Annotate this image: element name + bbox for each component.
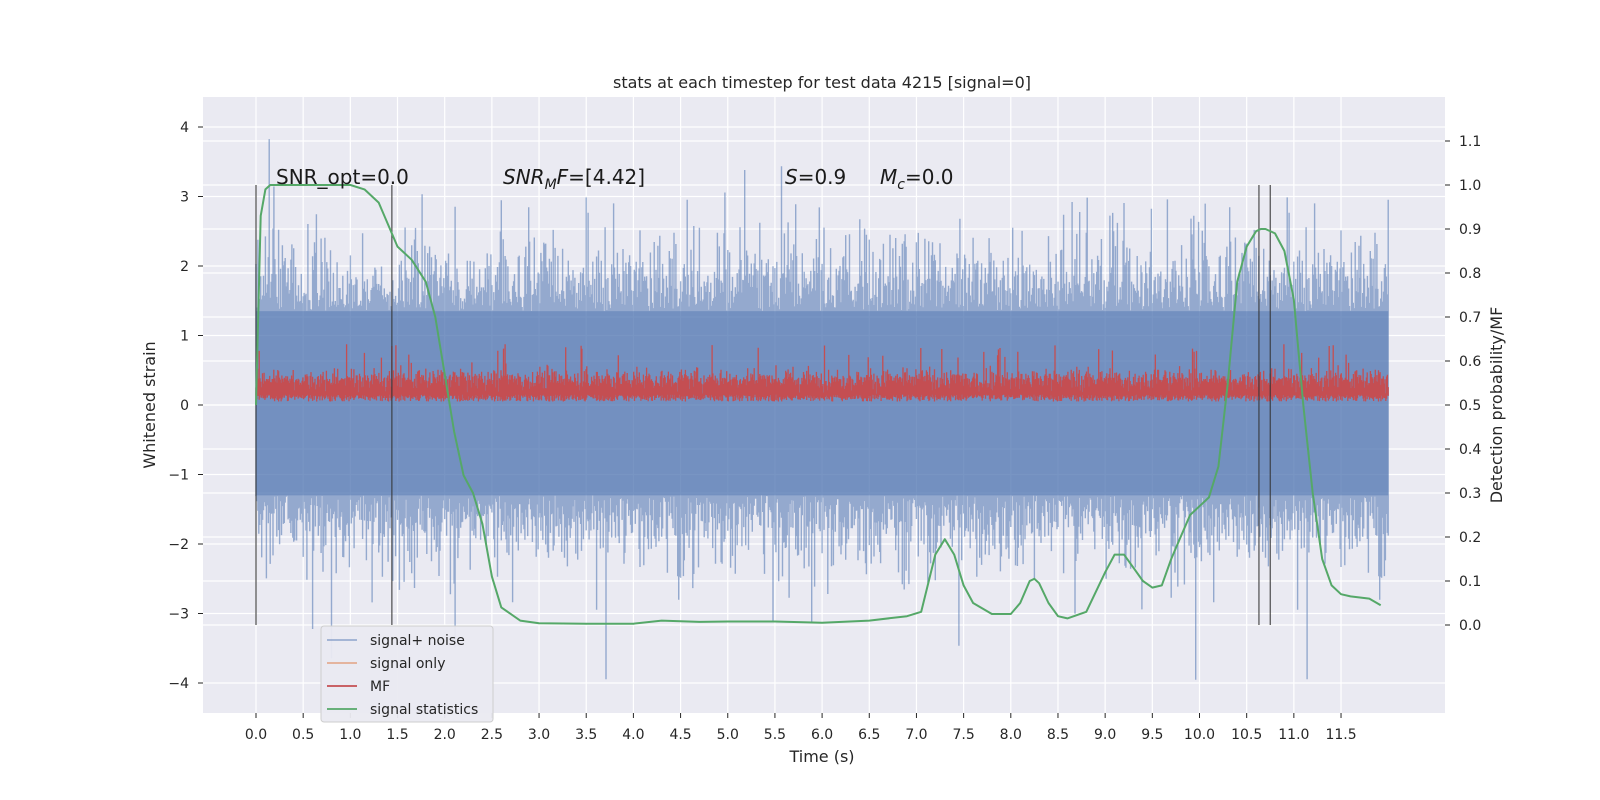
y-right-tick-label: 0.3: [1459, 486, 1481, 502]
annotation-snr-mf-base: SNR: [503, 165, 545, 189]
y-tick-label: −1: [168, 468, 189, 484]
x-tick-label: 11.5: [1325, 727, 1356, 743]
x-tick-label: 0.5: [292, 727, 314, 743]
x-tick-label: 0.0: [245, 727, 267, 743]
y-right-tick-label: 0.8: [1459, 266, 1481, 282]
x-tick-label: 9.0: [1094, 727, 1116, 743]
y-right-tick-label: 1.0: [1459, 178, 1481, 194]
annotation-s-base: S: [785, 165, 798, 189]
x-tick-label: 9.5: [1141, 727, 1163, 743]
signal-noise-core: [256, 311, 1389, 496]
legend-box: [320, 625, 494, 723]
y-axis-title: Whitened strain: [140, 341, 159, 468]
annotation-snr-mf-rest-f: F: [557, 165, 569, 189]
annotation-snr-mf: SNRMF=[4.42]: [503, 165, 645, 193]
annotation-mc-sub: c: [897, 177, 905, 193]
legend-label-signal-statistics: signal statistics: [370, 702, 478, 718]
x-tick-label: 10.5: [1231, 727, 1262, 743]
x-tick-label: 4.5: [669, 727, 691, 743]
y-tick-label: −4: [168, 676, 189, 692]
y-right-tick-label: 1.1: [1459, 134, 1481, 150]
legend: signal+ noise signal only MF signal stat…: [320, 625, 494, 723]
x-tick-label: 6.5: [858, 727, 880, 743]
legend-label-signal-only: signal only: [370, 656, 445, 672]
x-tick-label: 7.5: [952, 727, 974, 743]
x-tick-label: 3.0: [528, 727, 550, 743]
y-right-tick-label: 0.0: [1459, 618, 1481, 634]
y-right-tick-label: 0.7: [1459, 310, 1481, 326]
x-tick-label: 8.5: [1047, 727, 1069, 743]
x-tick-label: 3.5: [575, 727, 597, 743]
x-tick-label: 4.0: [622, 727, 644, 743]
annotations: SNR_opt=0.0 SNRMF=[4.42] S=0.9 Mc=0.0: [276, 165, 954, 193]
y-tick-label: 2: [180, 259, 189, 275]
y-right-tick-label: 0.1: [1459, 574, 1481, 590]
y-right-axis-title: Detection probability/MF: [1487, 307, 1506, 504]
x-tick-label: 5.0: [717, 727, 739, 743]
signal-statistics-series: [255, 184, 1382, 625]
annotation-snr-mf-sub: M: [545, 177, 557, 193]
chart-title: stats at each timestep for test data 421…: [613, 73, 1031, 92]
annotation-snr-mf-rest: =[4.42]: [568, 165, 645, 189]
x-tick-label: 2.0: [434, 727, 456, 743]
annotation-s-rest: =0.9: [798, 165, 847, 189]
annotation-s: S=0.9: [785, 165, 846, 189]
y-right-axis-ticks: 1.1 1.0 0.9 0.8 0.7 0.6 0.5 0.4 0.3 0.2 0.1 0.0: [1445, 134, 1481, 634]
y-tick-label: 4: [180, 120, 189, 136]
x-tick-label: 6.0: [811, 727, 833, 743]
legend-label-mf: MF: [370, 679, 390, 695]
annotation-mc-rest: =0.0: [905, 165, 954, 189]
x-axis-ticks: 0.0 0.5 1.0 1.5 2.0 2.5 3.0 3.5 4.0 4.5 5.0 5.5 6.0 6…: [245, 713, 1357, 743]
x-tick-label: 7.0: [905, 727, 927, 743]
y-right-tick-label: 0.5: [1459, 398, 1481, 414]
x-tick-label: 1.5: [386, 727, 408, 743]
y-right-tick-label: 0.9: [1459, 222, 1481, 238]
x-tick-label: 5.5: [764, 727, 786, 743]
y-tick-label: −3: [168, 607, 189, 623]
x-tick-label: 8.0: [1000, 727, 1022, 743]
annotation-mc: Mc=0.0: [880, 165, 954, 193]
signal-noise-series: [255, 139, 1389, 680]
y-axis-ticks: 4 3 2 1 0 −1 −2 −3 −4: [168, 120, 203, 692]
y-right-tick-label: 0.4: [1459, 442, 1481, 458]
x-tick-label: 1.0: [339, 727, 361, 743]
x-tick-label: 11.0: [1278, 727, 1309, 743]
annotation-mc-base: M: [880, 165, 897, 189]
y-right-tick-label: 0.2: [1459, 530, 1481, 546]
x-tick-label: 10.0: [1184, 727, 1215, 743]
y-right-tick-label: 0.6: [1459, 354, 1481, 370]
legend-label-signal-noise: signal+ noise: [370, 633, 465, 649]
annotation-snr-opt: SNR_opt=0.0: [276, 165, 409, 189]
y-tick-label: 1: [180, 329, 189, 345]
x-axis-title: Time (s): [788, 747, 854, 766]
x-tick-label: 2.5: [481, 727, 503, 743]
y-tick-label: −2: [168, 537, 189, 553]
signal-statistics-line: [255, 184, 1382, 625]
y-tick-label: 3: [180, 190, 189, 206]
y-tick-label: 0: [180, 398, 189, 414]
